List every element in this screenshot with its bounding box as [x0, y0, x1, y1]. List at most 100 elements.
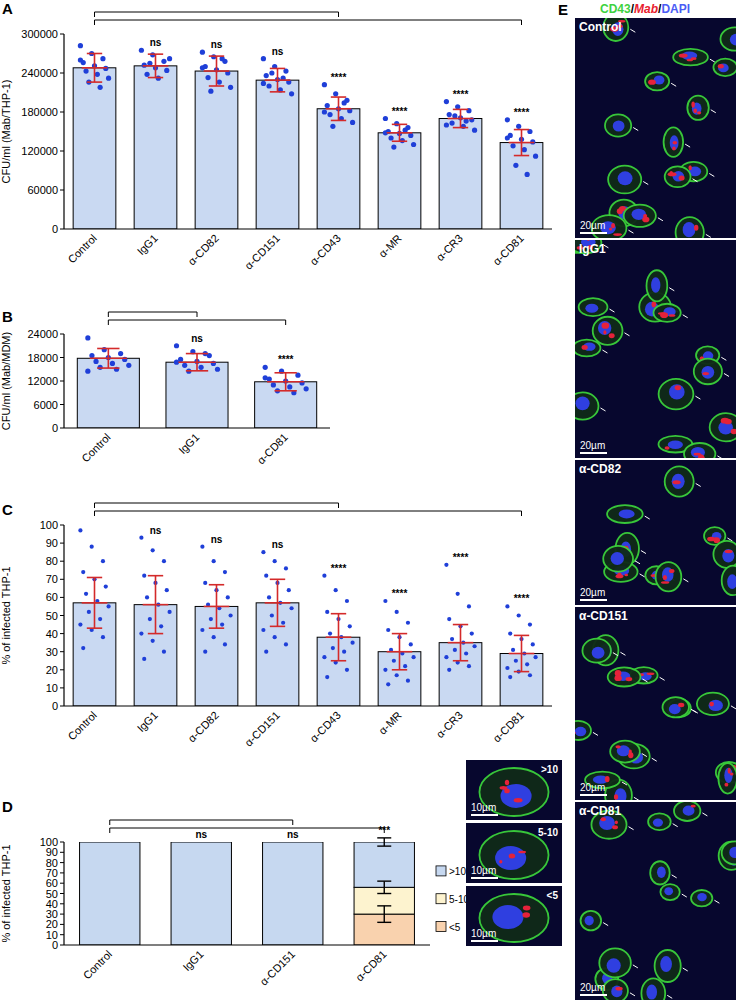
arrow-mark [706, 234, 711, 237]
y-tick [60, 579, 64, 580]
significance-label: **** [514, 107, 530, 118]
bacteria [724, 783, 728, 787]
data-point [333, 91, 338, 96]
bacteria [724, 419, 731, 425]
data-point [456, 592, 460, 596]
data-point [383, 116, 388, 121]
error-bar [326, 97, 352, 120]
data-point [334, 588, 338, 592]
bacteria [694, 225, 698, 231]
data-point [444, 122, 449, 127]
y-tick [60, 872, 64, 873]
micrograph [575, 460, 736, 605]
nucleus [651, 277, 660, 293]
error-cap [270, 626, 285, 628]
cell-membrane [684, 443, 715, 458]
bacteria [616, 574, 624, 578]
arrow-mark [642, 754, 647, 757]
error-cap [392, 669, 407, 671]
data-point [271, 382, 276, 387]
error-whisker [384, 906, 385, 922]
mean-line [448, 118, 474, 120]
plot-area [73, 43, 543, 229]
cell-membrane [687, 96, 708, 120]
error-bar [377, 838, 391, 846]
data-point [139, 632, 143, 636]
data-point [182, 363, 187, 368]
error-bar [267, 373, 304, 391]
data-point [449, 120, 454, 125]
bacteria [522, 912, 530, 918]
cell-membrane [653, 304, 680, 322]
bacteria [648, 80, 656, 85]
legend-swatch [436, 922, 446, 932]
y-tick-label: 40 [46, 628, 58, 640]
data-point [345, 599, 349, 603]
mean-line [326, 636, 352, 638]
bacteria [642, 217, 649, 223]
significance-label: **** [453, 552, 469, 563]
nucleus [585, 304, 598, 313]
data-point [342, 100, 347, 105]
category-label: α-CD81 [255, 431, 290, 466]
y-tick [60, 862, 64, 863]
y-tick-label: 240000 [21, 67, 58, 79]
data-point [161, 59, 166, 64]
data-point [444, 99, 449, 104]
data-point [444, 655, 448, 659]
data-point [263, 365, 268, 370]
category-label: α-CD43 [307, 232, 342, 267]
bar [77, 358, 139, 428]
category-label: IgG1 [135, 709, 160, 734]
data-point [350, 641, 354, 645]
bacteria [665, 446, 670, 450]
bar-segment [263, 842, 323, 945]
arrow-mark [602, 350, 607, 353]
data-point [533, 655, 537, 659]
data-point [287, 588, 291, 592]
data-point [85, 369, 90, 374]
error-cap [377, 880, 391, 881]
data-point [110, 361, 115, 366]
cell-membrane [674, 802, 700, 821]
scale-bar [580, 599, 607, 601]
arrow-mark [652, 758, 657, 761]
arrow-mark [702, 813, 707, 816]
arrow-mark [620, 652, 625, 655]
significance-label: ns [287, 829, 299, 840]
error-cap [186, 353, 208, 355]
category-label: α-CD151 [257, 948, 297, 988]
data-point [101, 635, 105, 639]
y-tick-label: 30 [46, 908, 58, 920]
data-point [208, 89, 213, 94]
bacteria [586, 240, 590, 241]
mean-line [509, 653, 535, 655]
bacteria [669, 569, 675, 573]
error-bar [509, 130, 535, 156]
bar [73, 68, 116, 229]
cell-membrane [673, 49, 708, 66]
mean-line [204, 70, 230, 72]
data-point [342, 650, 346, 654]
nucleus [619, 509, 635, 518]
category-label: α-MR [376, 232, 404, 260]
data-point [289, 91, 294, 96]
cell-membrane [624, 205, 656, 227]
bacteria [499, 860, 502, 864]
category-label: Control [79, 431, 113, 465]
arrow-mark [731, 706, 736, 709]
scale-label: 20µm [580, 440, 605, 451]
error-bar [90, 348, 127, 368]
data-point [304, 386, 309, 391]
mean-line [267, 381, 304, 383]
significance-label: ns [272, 539, 284, 550]
stain-label: CD43/Mab/DAPI [600, 2, 690, 16]
data-point [167, 56, 172, 61]
y-tick [60, 428, 64, 429]
bacteria [647, 672, 655, 675]
bar [195, 71, 238, 229]
arrow-mark [673, 824, 678, 827]
bacteria [612, 825, 618, 829]
cell-membrane [582, 639, 611, 663]
bacteria [728, 768, 731, 774]
